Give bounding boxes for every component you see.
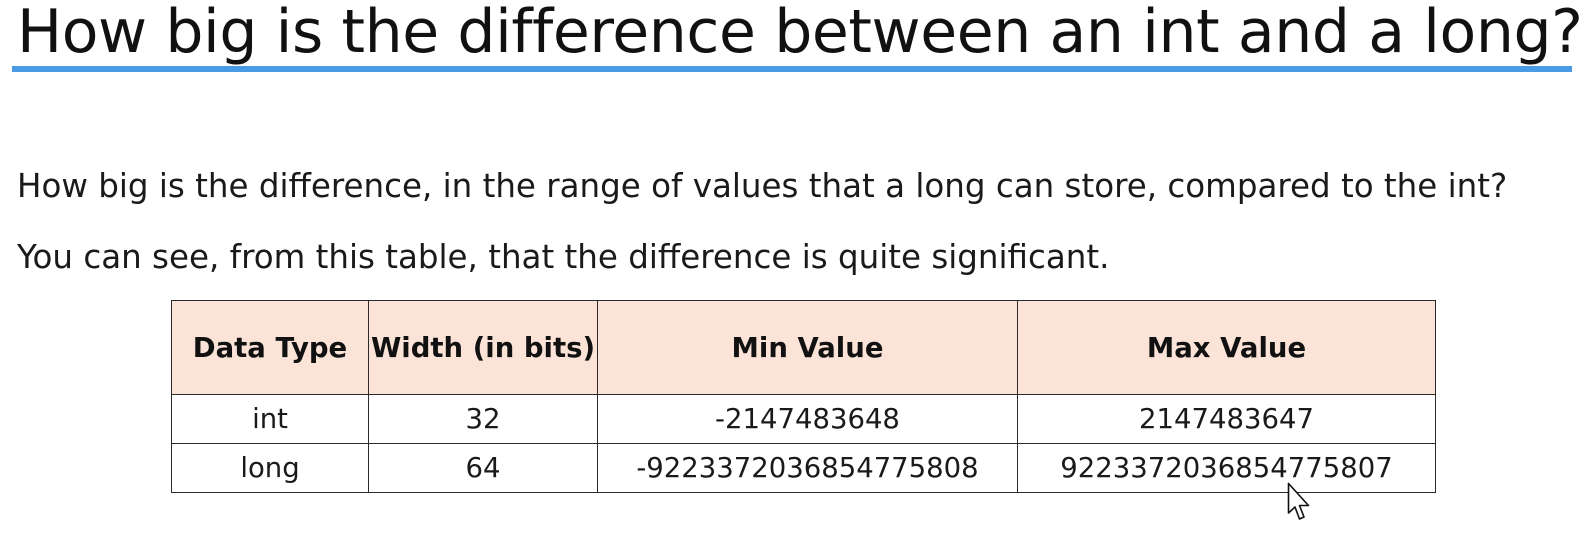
header-min-value: Min Value — [597, 300, 1018, 395]
table-row: int 32 -2147483648 2147483647 — [171, 394, 1436, 444]
cell-min-value: -2147483648 — [597, 394, 1018, 444]
cell-min-value: -9223372036854775808 — [597, 443, 1018, 493]
title-underline — [12, 66, 1572, 72]
header-width: Width (in bits) — [368, 300, 598, 395]
table-row: long 64 -9223372036854775808 92233720368… — [171, 443, 1436, 493]
intro-paragraph: How big is the difference, in the range … — [17, 167, 1508, 205]
mouse-pointer-icon — [1287, 482, 1310, 520]
header-data-type: Data Type — [171, 300, 369, 395]
cell-data-type: long — [171, 443, 369, 493]
explanation-paragraph: You can see, from this table, that the d… — [17, 238, 1110, 276]
cell-max-value: 2147483647 — [1017, 394, 1436, 444]
cell-max-value: 9223372036854775807 — [1017, 443, 1436, 493]
cell-width: 64 — [368, 443, 598, 493]
cell-data-type: int — [171, 394, 369, 444]
header-max-value: Max Value — [1017, 300, 1436, 395]
table-header-row: Data Type Width (in bits) Min Value Max … — [171, 300, 1436, 395]
cell-width: 32 — [368, 394, 598, 444]
slide-title: How big is the difference between an int… — [17, 0, 1583, 67]
data-types-table: Data Type Width (in bits) Min Value Max … — [171, 300, 1436, 493]
